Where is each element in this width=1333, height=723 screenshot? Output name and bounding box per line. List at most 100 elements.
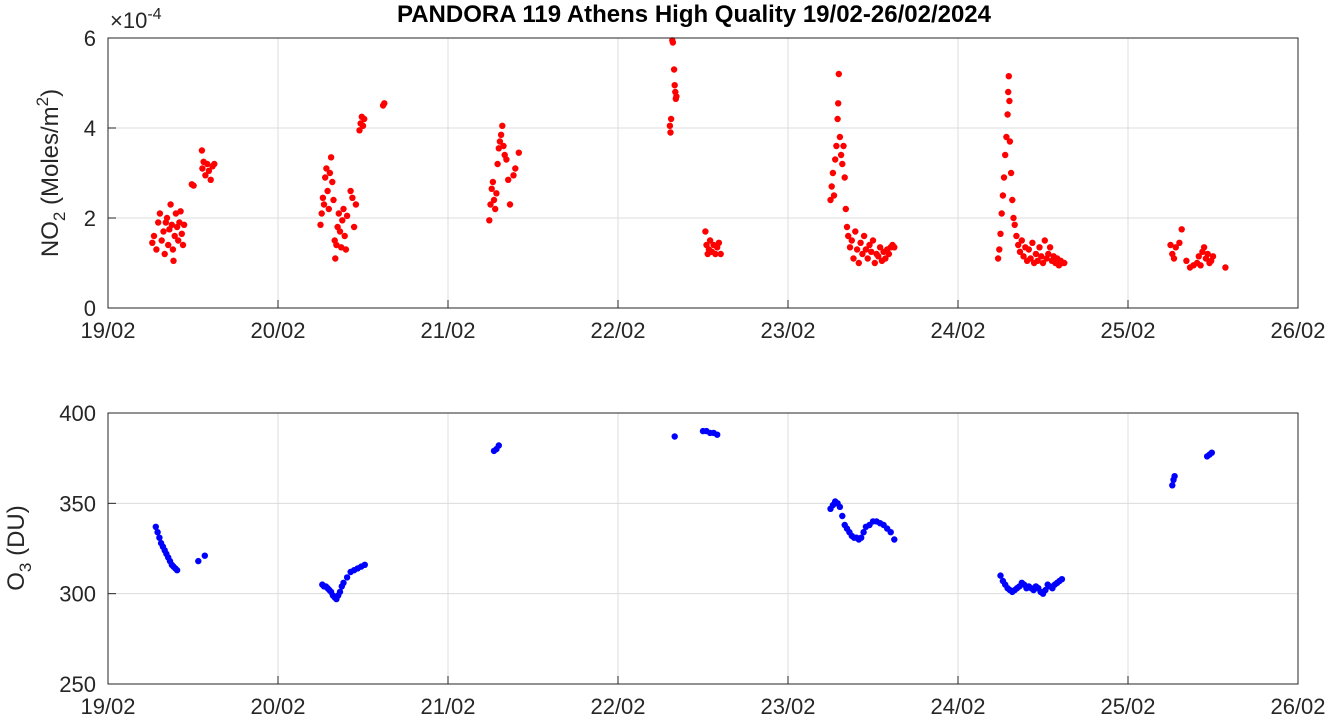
no2-data-point — [1041, 237, 1049, 244]
o3-data-point — [839, 512, 846, 520]
no2-data-point — [1038, 253, 1045, 260]
no2-data-point — [1039, 259, 1047, 267]
no2-data-point — [842, 205, 849, 213]
no2-data-point — [840, 142, 847, 150]
o3-data-point — [858, 534, 865, 541]
o3-y-axis-label: O3 (DU) — [3, 505, 35, 590]
no2-data-point — [153, 246, 160, 253]
no2-data-point — [178, 230, 185, 237]
no2-x-tick-label: 20/02 — [250, 318, 305, 343]
no2-data-point — [835, 70, 842, 78]
o3-data-point — [340, 579, 347, 586]
no2-data-point — [489, 178, 497, 186]
no2-data-point — [667, 129, 674, 136]
no2-data-point — [343, 212, 351, 219]
no2-data-point — [1034, 257, 1041, 264]
no2-data-point — [335, 210, 342, 217]
no2-data-point — [494, 160, 501, 168]
no2-data-point — [669, 39, 677, 46]
no2-data-point — [830, 192, 838, 199]
no2-data-point — [1197, 262, 1204, 269]
no2-data-point — [156, 210, 164, 217]
no2-x-tick-labels: 19/02 20/02 21/02 22/02 23/02 24/02 25/02 26/02 — [80, 318, 1325, 343]
no2-data-point — [497, 131, 505, 138]
no2-data-point — [1007, 169, 1015, 177]
no2-data-point — [207, 176, 214, 183]
no2-ylabel-sub: 2 — [50, 212, 69, 221]
no2-data-point — [833, 142, 840, 150]
no2-data-point — [488, 185, 495, 192]
no2-data-point — [857, 239, 864, 246]
no2-data-point — [667, 115, 675, 123]
no2-data-point — [1027, 255, 1034, 262]
no2-data-point — [834, 115, 841, 123]
no2-data-point — [832, 156, 839, 163]
no2-data-point — [1010, 214, 1017, 222]
no2-y-tick-label: 6 — [84, 26, 96, 51]
no2-data-point — [179, 241, 187, 249]
no2-data-point — [1209, 253, 1217, 260]
no2-data-point — [163, 214, 171, 222]
no2-data-point — [1003, 133, 1010, 141]
o3-x-tick-label: 24/02 — [930, 694, 985, 719]
no2-data-point — [323, 165, 330, 172]
no2-data-point — [493, 190, 500, 197]
no2-ylabel-rest: (Moles/m — [37, 106, 64, 211]
no2-data-point — [835, 100, 842, 107]
o3-x-tick-label: 20/02 — [250, 694, 305, 719]
no2-data-point — [165, 241, 172, 249]
no2-data-point — [341, 232, 348, 240]
o3-data-point — [997, 572, 1004, 579]
no2-data-point — [487, 201, 494, 208]
no2-data-point — [204, 160, 211, 168]
no2-data-point — [1018, 237, 1025, 244]
no2-data-point — [505, 176, 512, 183]
no2-x-tick-label: 24/02 — [930, 318, 985, 343]
no2-data-point — [671, 82, 678, 89]
no2-data-point — [999, 192, 1007, 199]
no2-data-point — [998, 210, 1005, 217]
no2-data-point — [846, 244, 854, 251]
no2-data-point — [327, 154, 335, 161]
no2-data-point — [150, 232, 158, 240]
no2-data-point — [712, 250, 719, 258]
no2-data-point — [333, 241, 340, 249]
no2-data-point — [1183, 257, 1190, 264]
no2-ylabel-sup: 2 — [33, 97, 52, 106]
no2-data-point — [317, 221, 324, 228]
no2-data-point — [866, 241, 873, 249]
o3-data-point — [1208, 449, 1216, 456]
o3-x-tick-label: 23/02 — [760, 694, 815, 719]
o3-data-point — [860, 529, 867, 536]
no2-data-point — [330, 196, 337, 204]
no2-data-point — [167, 201, 174, 208]
no2-data-point — [845, 232, 852, 240]
no2-data-point — [322, 174, 329, 181]
no2-data-point — [829, 169, 837, 177]
o3-x-tick-label: 26/02 — [1270, 694, 1325, 719]
no2-data-point — [862, 246, 870, 253]
no2-data-point — [876, 244, 884, 251]
no2-data-point — [868, 248, 875, 255]
no2-data-point — [168, 221, 175, 228]
no2-data-point — [666, 122, 674, 129]
no2-data-point — [510, 172, 517, 179]
no2-axes-box — [107, 37, 1299, 309]
no2-data-point — [325, 205, 332, 213]
no2-data-point — [340, 205, 347, 213]
o3-x-tick-label: 21/02 — [420, 694, 475, 719]
o3-y-tick-label: 400 — [59, 401, 96, 426]
no2-data-point — [850, 255, 857, 262]
no2-data-point — [1036, 244, 1043, 251]
no2-data-point — [836, 133, 844, 141]
o3-axes-box — [107, 412, 1299, 685]
o3-data-point — [836, 503, 844, 511]
no2-data-point — [994, 255, 1002, 262]
no2-data-point — [859, 250, 866, 258]
o3-x-tick-label: 25/02 — [1100, 694, 1155, 719]
no2-data-point — [496, 138, 504, 145]
no2-data-point — [320, 201, 328, 208]
no2-data-point — [352, 201, 360, 208]
no2-data-point — [839, 160, 846, 168]
no2-y-tick-labels: 0 2 4 6 — [84, 26, 96, 321]
